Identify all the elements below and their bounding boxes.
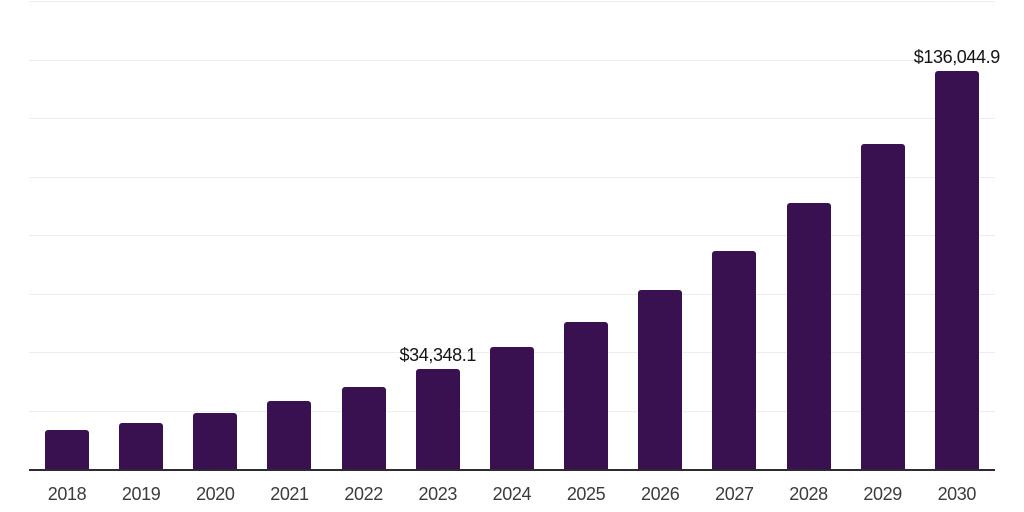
gridline — [29, 1, 995, 2]
value-label-2030: $136,044.9 — [913, 47, 1000, 68]
value-label-2023: $34,348.1 — [399, 344, 477, 365]
x-axis-label-2022: 2022 — [344, 484, 383, 504]
bar-2019[interactable] — [119, 422, 164, 469]
bar-2027[interactable] — [712, 250, 757, 469]
x-axis-label-2027: 2027 — [715, 484, 754, 504]
x-axis-label-2025: 2025 — [566, 484, 606, 504]
bar-2024[interactable] — [489, 347, 534, 469]
x-axis-label-2019: 2019 — [121, 484, 161, 504]
x-axis-label-2023: 2023 — [418, 484, 458, 504]
x-axis-label-2026: 2026 — [640, 484, 680, 504]
gridline — [29, 235, 995, 236]
x-axis-label-2018: 2018 — [47, 484, 87, 504]
gridline — [29, 176, 995, 178]
bar-2029[interactable] — [860, 143, 905, 469]
bar-2025[interactable] — [564, 321, 609, 469]
gridline — [29, 293, 995, 295]
plot-area: $34,348.1 $136,044.9 — [29, 1, 1000, 471]
bar-2026[interactable] — [638, 289, 683, 469]
x-axis-label-2024: 2024 — [492, 484, 532, 504]
bar-2030[interactable] — [934, 71, 979, 469]
x-axis-label-2020: 2020 — [196, 484, 235, 504]
x-axis-labels: 2018 2019 2020 2021 2022 2023 2024 2025 2026 2027… — [0, 484, 1024, 510]
gridline — [29, 118, 995, 119]
x-axis-label-2029: 2029 — [863, 484, 902, 504]
bar-2023[interactable] — [415, 368, 460, 469]
bar-2020[interactable] — [193, 412, 238, 469]
bar-2018[interactable] — [45, 430, 89, 469]
bar-2028[interactable] — [786, 203, 831, 469]
x-axis-label-2021: 2021 — [270, 484, 309, 504]
gridline — [29, 59, 995, 61]
bar-2021[interactable] — [267, 401, 312, 469]
x-axis-label-2028: 2028 — [789, 484, 828, 504]
x-axis-label-2030: 2030 — [937, 484, 977, 504]
bar-2022[interactable] — [341, 387, 386, 469]
